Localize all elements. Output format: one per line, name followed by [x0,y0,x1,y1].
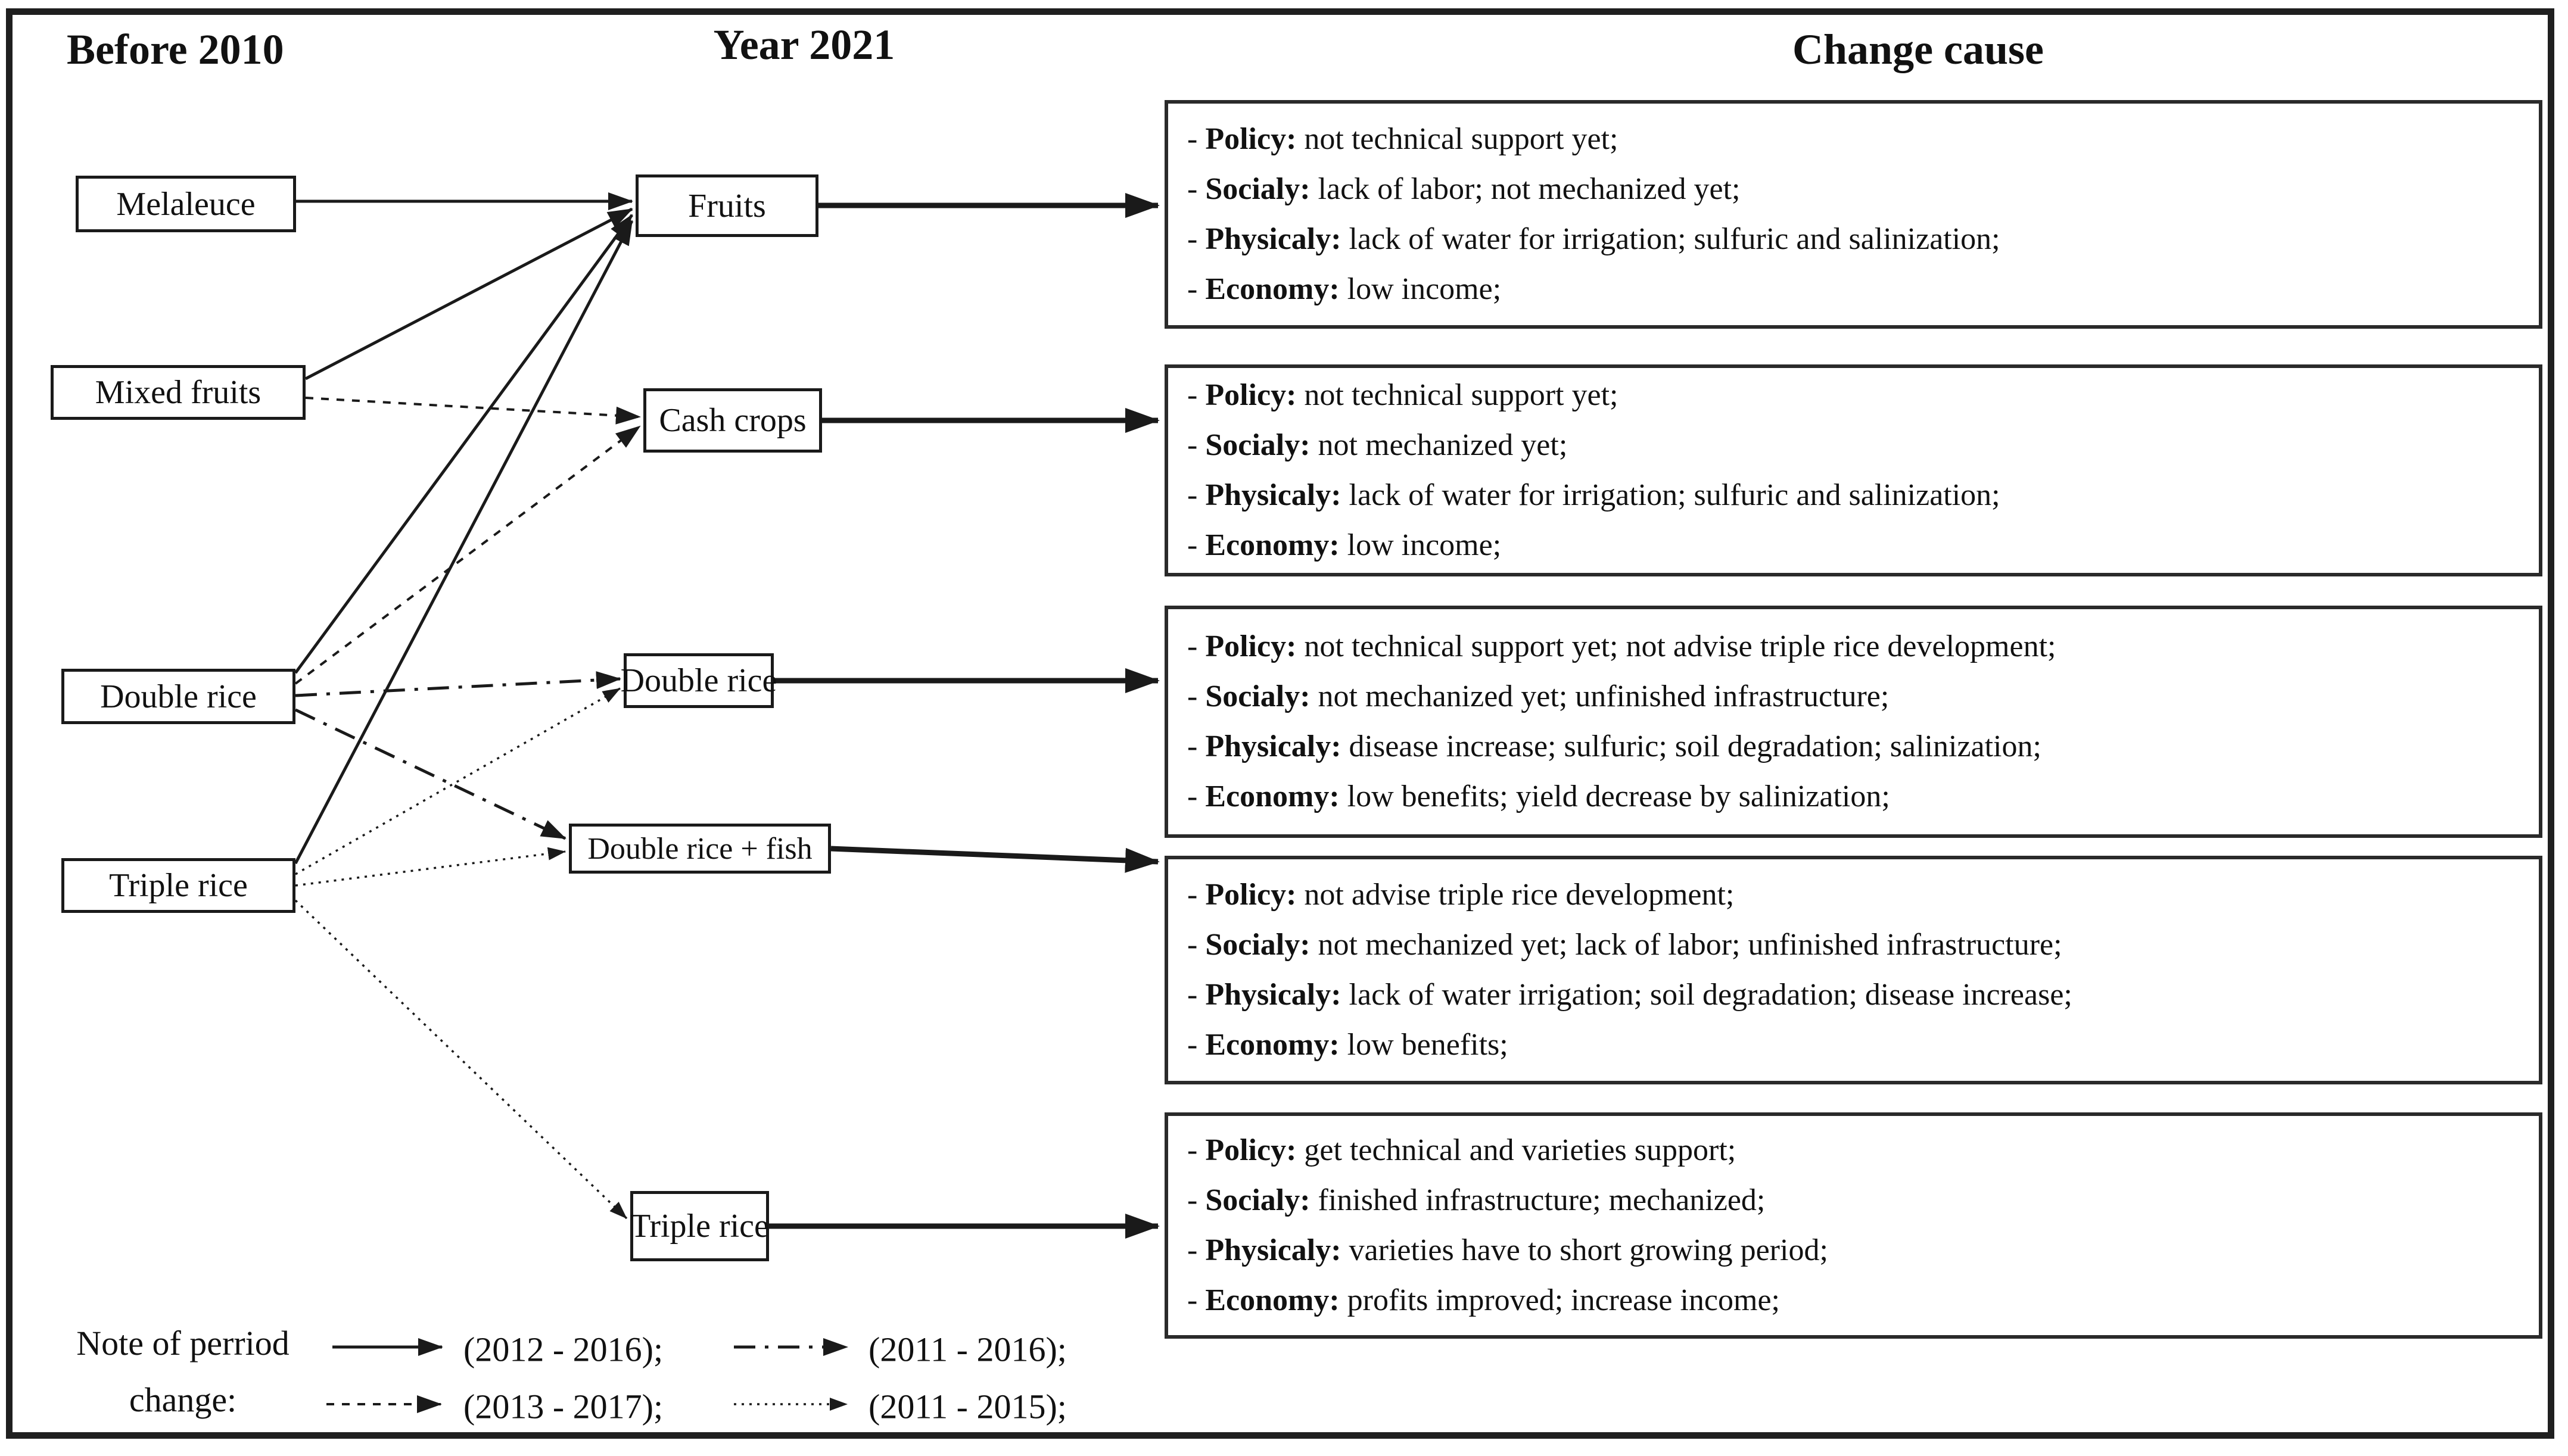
edge-double_rice_old-to-fruits [294,214,634,674]
node-double_rice_new: Double rice [620,653,777,708]
node-fruits: Fruits [636,174,818,237]
cause-box-cause_1: - Policy: not technical support yet; - So… [1165,100,2542,329]
edge-triple_rice_old-to-fruits [294,220,634,865]
node-melaleuce: Melaleuce [76,176,296,232]
legend-period-label-dashed: (2013 - 2017); [463,1387,664,1426]
cause-line-policy: - Policy: not technical support yet; [1187,378,1618,412]
column-header-before-2010: Before 2010 [67,26,284,73]
cause-box-cause_4: - Policy: not advise triple rice develop… [1165,856,2542,1084]
cause-line-category: Economy: [1205,528,1340,563]
cause-box-cause_5: - Policy: get technical and varieties su… [1165,1112,2542,1339]
cause-line-category: Socialy: [1205,428,1311,462]
cause-line-category: Policy: [1205,1133,1297,1167]
edge-triple_rice_old-to-triple_rice_new [294,899,628,1220]
legend-period-label-solid: (2012 - 2016); [463,1330,664,1369]
edge-double_rice_old-to-double_rice_new [295,671,621,697]
cause-line-socialy: - Socialy: not mechanized yet; [1187,428,1568,462]
cause-line-category: Physicaly: [1205,222,1341,256]
cause-line-socialy: - Socialy: not mechanized yet; unfinishe… [1187,679,1890,713]
cause-line-policy: - Policy: not advise triple rice develop… [1187,877,1735,912]
node-label: Mixed fruits [95,374,262,411]
legend-period-label-dashdot: (2011 - 2016); [869,1330,1067,1369]
figure-border [6,8,2554,1439]
cause-line-socialy: - Socialy: not mechanized yet; lack of l… [1187,927,2062,962]
cause-line-physicaly: - Physicaly: lack of water for irrigatio… [1187,478,2000,512]
cause-line-category: Policy: [1205,629,1297,663]
cause-line-category: Economy: [1205,1283,1340,1318]
cause-line-physicaly: - Physicaly: disease increase; sulfuric;… [1187,729,2041,763]
node-label: Melaleuce [116,185,256,223]
node-label: Double rice [620,662,777,699]
edge-double_rice_fish-to-cause_4 [830,846,1160,873]
node-label: Cash crops [659,402,807,439]
node-label: Triple rice [630,1208,769,1245]
node-cash_crops: Cash crops [643,388,822,453]
cause-line-category: Physicaly: [1205,478,1341,512]
cause-line-economy: - Economy: low benefits; [1187,1028,1508,1062]
cause-line-category: Physicaly: [1205,729,1341,763]
cause-line-physicaly: - Physicaly: varieties have to short gro… [1187,1233,1828,1267]
cause-line-physicaly: - Physicaly: lack of water irrigation; s… [1187,978,2072,1012]
cause-line-category: Policy: [1205,877,1297,912]
cause-line-policy: - Policy: not technical support yet; not… [1187,629,2056,663]
cause-line-category: Physicaly: [1205,1233,1341,1267]
cause-line-category: Policy: [1205,378,1297,412]
node-triple_rice_new: Triple rice [630,1191,769,1261]
node-mixed_fruits: Mixed fruits [51,365,306,420]
legend-note-line1: Note of perriod [76,1324,290,1363]
cause-box-cause_2: - Policy: not technical support yet; - So… [1165,364,2542,576]
edge-triple_rice_old-to-double_rice_fish [295,847,566,887]
cause-line-economy: - Economy: low income; [1187,528,1502,563]
cause-line-physicaly: - Physicaly: lack of water for irrigatio… [1187,222,2000,256]
cause-line-category: Socialy: [1205,679,1311,713]
cause-line-category: Economy: [1205,1028,1340,1062]
node-double_rice_fish: Double rice + fish [569,824,831,874]
node-double_rice_old: Double rice [61,669,295,724]
cause-line-economy: - Economy: low income; [1187,272,1502,307]
legend-note: Note of perriod change: [37,1315,329,1428]
node-label: Double rice [100,678,257,715]
cause-line-category: Socialy: [1205,1183,1311,1217]
cause-line-socialy: - Socialy: finished infrastructure; mech… [1187,1183,1766,1217]
edge-double_rice_old-to-double_rice_fish [294,708,566,840]
cause-line-economy: - Economy: profits improved; increase in… [1187,1283,1780,1318]
cause-line-category: Economy: [1205,780,1340,814]
cause-line-category: Socialy: [1205,172,1311,206]
edge-triple_rice_old-to-double_rice_new [295,687,621,875]
cause-line-category: Physicaly: [1205,978,1341,1012]
column-header-change-cause: Change cause [1792,26,2044,73]
legend-note-line2: change: [129,1380,237,1420]
column-header-year-2021: Year 2021 [713,21,895,68]
cause-line-policy: - Policy: get technical and varieties su… [1187,1133,1736,1167]
edge-mixed_fruits-to-fruits [304,207,633,381]
node-label: Double rice + fish [587,831,813,866]
cause-line-socialy: - Socialy: lack of labor; not mechanized… [1187,172,1741,206]
cause-line-policy: - Policy: not technical support yet; [1187,121,1618,156]
cause-line-economy: - Economy: low benefits; yield decrease … [1187,780,1890,814]
node-label: Fruits [688,187,766,225]
edge-mixed_fruits-to-cash_crops [305,397,641,425]
cause-line-category: Policy: [1205,121,1297,156]
node-label: Triple rice [109,867,248,904]
edge-double_rice_old-to-cash_crops [294,425,641,685]
cause-line-category: Socialy: [1205,927,1311,962]
node-triple_rice_old: Triple rice [61,858,295,913]
cause-line-category: Economy: [1205,272,1340,307]
legend-period-label-finedot: (2011 - 2015); [869,1387,1067,1426]
cause-box-cause_3: - Policy: not technical support yet; not… [1165,606,2542,838]
